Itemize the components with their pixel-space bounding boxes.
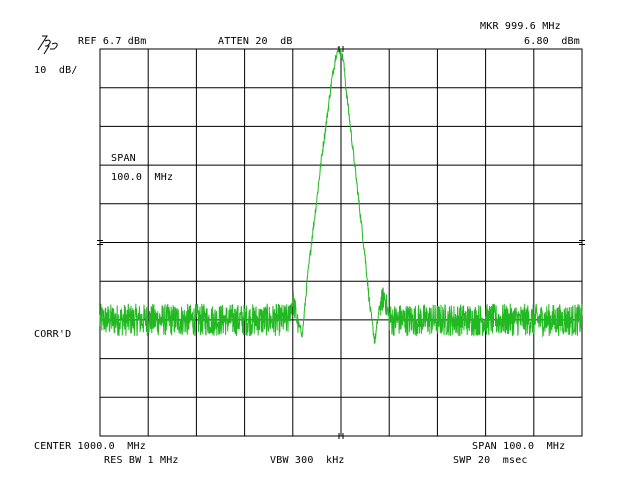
scale-readout: 10 dB/ — [34, 65, 78, 76]
graticule-edge-ticks — [97, 46, 585, 439]
span-readout: SPAN 100.0 MHz — [472, 441, 566, 452]
spectrum-trace — [99, 47, 583, 344]
marker-frequency-readout: MKR 999.6 MHz — [480, 21, 561, 32]
attenuation-readout: ATTEN 20 dB — [218, 36, 293, 47]
resolution-bandwidth-readout: RES BW 1 MHz — [104, 455, 179, 466]
span-value: 100.0 MHz — [111, 172, 174, 183]
corrected-indicator: CORR'D — [34, 329, 72, 340]
video-bandwidth-readout: VBW 300 kHz — [270, 455, 345, 466]
trace-line — [99, 47, 583, 344]
hp-logo-icon — [37, 35, 58, 55]
ref-level-readout: REF 6.7 dBm — [78, 36, 147, 47]
span-label: SPAN — [111, 153, 136, 164]
graticule — [99, 48, 583, 437]
center-frequency-readout: CENTER 1000.0 MHz — [34, 441, 146, 452]
marker-level-readout: 6.80 dBm — [524, 36, 580, 47]
sweep-time-readout: SWP 20 msec — [453, 455, 528, 466]
